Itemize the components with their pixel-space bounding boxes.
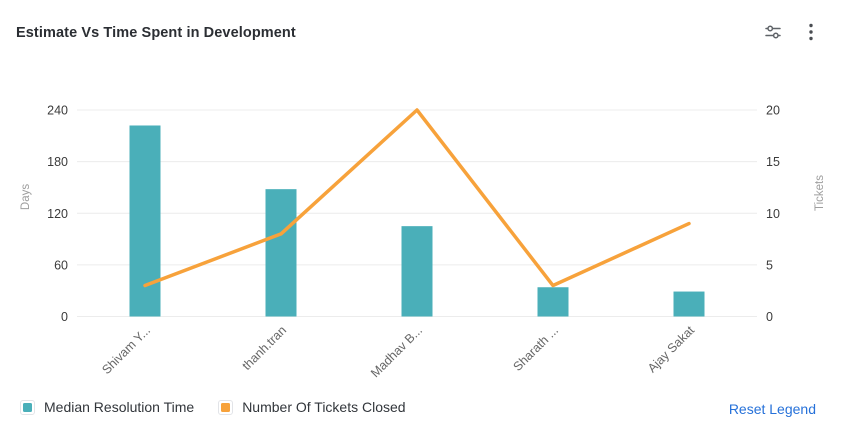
x-axis-label-Ajay Sakat[interactable]: Ajay Sakat	[645, 323, 698, 376]
x-axis-label-thanh.tran[interactable]: thanh.tran	[239, 323, 289, 373]
legend-swatch-bar-series	[20, 399, 35, 415]
right-axis-tick-label: 5	[766, 258, 773, 272]
legend-item-median-resolution-time[interactable]: Median Resolution Time	[20, 399, 194, 415]
legend-swatch-line-series	[218, 399, 234, 415]
bar-Shivam Y...[interactable]	[129, 125, 161, 317]
legend-label: Number Of Tickets Closed	[242, 399, 406, 415]
right-axis-tick-label: 10	[766, 207, 780, 221]
left-axis-tick-label: 180	[47, 155, 68, 169]
left-axis-title: Days	[20, 184, 32, 210]
right-axis-tick-label: 20	[766, 104, 780, 118]
left-axis-tick-label: 240	[47, 104, 68, 118]
bar-Sharath ...[interactable]	[537, 287, 569, 317]
x-axis-label-Sharath ...[interactable]: Sharath ...	[510, 323, 561, 374]
line-series[interactable]	[143, 108, 691, 288]
left-axis-tick-label: 0	[61, 310, 68, 324]
chart-title: Estimate Vs Time Spent in Development	[16, 25, 296, 41]
legend-item-number-of-tickets-closed[interactable]: Number Of Tickets Closed	[218, 399, 406, 415]
legend-label: Median Resolution Time	[44, 399, 195, 415]
left-axis-tick-label: 60	[54, 258, 68, 272]
reset-legend-link[interactable]: Reset Legend	[728, 401, 816, 417]
right-axis-tick-label: 15	[766, 155, 780, 169]
line-series-color-chip	[221, 402, 231, 412]
sliders-icon-glyph	[765, 25, 781, 39]
x-axis-label-Shivam Y...[interactable]: Shivam Y...	[99, 323, 153, 377]
bar-series-color-chip	[23, 402, 32, 412]
widget-header: Estimate Vs Time Spent in Development	[0, 0, 841, 56]
header-actions	[761, 20, 823, 44]
bar-Madhav B...[interactable]	[401, 226, 433, 317]
bar-Ajay Sakat[interactable]	[673, 291, 705, 317]
sliders-icon[interactable]	[761, 20, 785, 44]
kebab-menu-icon[interactable]	[799, 20, 823, 44]
right-axis-title: Tickets	[814, 175, 826, 211]
right-axis-tick-label: 0	[766, 310, 773, 324]
kebab-menu-icon-glyph	[809, 23, 813, 41]
left-axis-tick-label: 120	[47, 207, 68, 221]
bar-thanh.tran[interactable]	[265, 189, 297, 317]
legend: Median Resolution Time Number Of Tickets…	[20, 399, 406, 415]
x-axis-label-Madhav B...[interactable]: Madhav B...	[368, 323, 425, 380]
